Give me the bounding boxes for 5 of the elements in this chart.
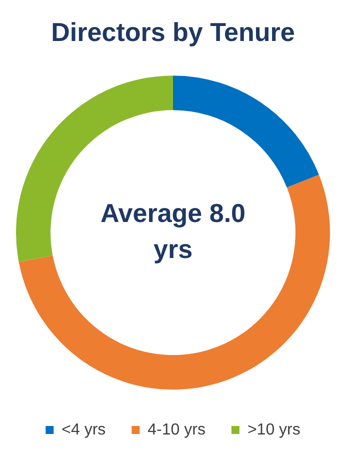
legend-label: 4-10 yrs [148, 421, 206, 438]
legend-label: <4 yrs [62, 421, 106, 438]
legend-label: >10 yrs [247, 421, 300, 438]
chart-title: Directors by Tenure [51, 16, 295, 47]
text: Average 8.0 yrs [100, 198, 246, 264]
